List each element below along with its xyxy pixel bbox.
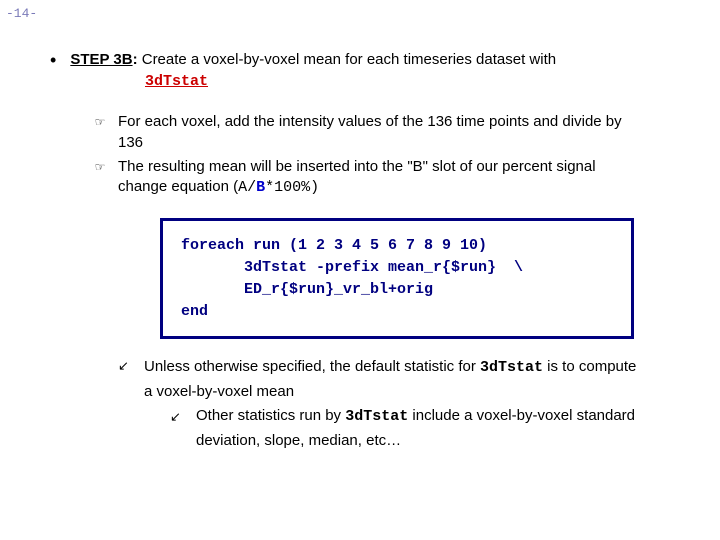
note-2-text: Other statistics run by 3dTstat include … xyxy=(196,404,635,453)
equation-A: A xyxy=(238,179,247,196)
code-block-text: foreach run (1 2 3 4 5 6 7 8 9 10) 3dTst… xyxy=(181,235,613,322)
code-line-4: end xyxy=(181,303,208,320)
note2-code: 3dTstat xyxy=(345,408,408,425)
code-block: foreach run (1 2 3 4 5 6 7 8 9 10) 3dTst… xyxy=(160,218,634,339)
note2-post: include a voxel-by-voxel standard xyxy=(408,407,635,424)
note2-pre: Other statistics run by xyxy=(196,407,345,424)
finger-icon: ☞ xyxy=(94,160,106,174)
note1-line2: a voxel-by-voxel mean xyxy=(144,383,294,400)
step-header-text: STEP 3B: Create a voxel-by-voxel mean fo… xyxy=(70,50,556,70)
note1-code: 3dTstat xyxy=(480,359,543,376)
note-2: ↙ Other statistics run by 3dTstat includ… xyxy=(170,404,700,453)
sub2-line2-pre: change equation ( xyxy=(118,178,238,195)
note1-pre: Unless otherwise specified, the default … xyxy=(144,358,480,375)
sub-bullet-list: ☞ For each voxel, add the intensity valu… xyxy=(94,112,700,198)
finger-icon: ☞ xyxy=(94,115,106,129)
code-line-3: ED_r{$run}_vr_bl+orig xyxy=(181,281,433,298)
step-label: STEP 3B xyxy=(70,51,132,68)
page-number: -14- xyxy=(6,6,37,21)
sub-item-2: ☞ The resulting mean will be inserted in… xyxy=(94,157,700,199)
sub-item-1: ☞ For each voxel, add the intensity valu… xyxy=(94,112,700,153)
sub1-line2: 136 xyxy=(118,134,143,151)
notes-list: ↙ Unless otherwise specified, the defaul… xyxy=(118,355,700,453)
equation-slash: / xyxy=(247,179,256,196)
sub-item-1-text: For each voxel, add the intensity values… xyxy=(118,112,700,153)
bullet-dot-icon: • xyxy=(50,51,56,69)
code-3dtstat: 3dTstat xyxy=(145,73,208,90)
slide-content: • STEP 3B: Create a voxel-by-voxel mean … xyxy=(50,50,700,455)
arrow-icon: ↙ xyxy=(170,407,184,428)
step-code-line: 3dTstat xyxy=(145,72,700,90)
sub-item-2-text: The resulting mean will be inserted into… xyxy=(118,157,700,199)
note2-line2: deviation, slope, median, etc… xyxy=(196,432,401,449)
sub2-line1: The resulting mean will be inserted into… xyxy=(118,158,596,175)
equation-post: *100%) xyxy=(265,179,319,196)
step-header-row: • STEP 3B: Create a voxel-by-voxel mean … xyxy=(50,50,700,70)
arrow-icon: ↙ xyxy=(118,358,132,374)
note-1: ↙ Unless otherwise specified, the defaul… xyxy=(118,355,700,453)
equation-B: B xyxy=(256,179,265,196)
code-line-2: 3dTstat -prefix mean_r{$run} \ xyxy=(181,259,523,276)
note-1-text: Unless otherwise specified, the default … xyxy=(144,355,700,453)
code-line-1: foreach run (1 2 3 4 5 6 7 8 9 10) xyxy=(181,237,487,254)
sub1-line1: For each voxel, add the intensity values… xyxy=(118,113,622,130)
note1-post: is to compute xyxy=(543,358,636,375)
step-desc: Create a voxel-by-voxel mean for each ti… xyxy=(142,51,556,68)
step-colon: : xyxy=(133,51,142,68)
